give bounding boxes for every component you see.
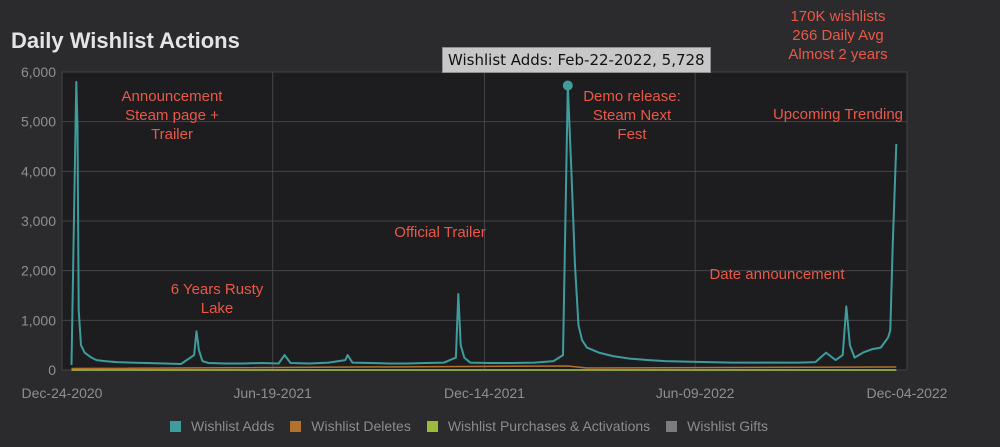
legend-label-purchases: Wishlist Purchases & Activations (447, 418, 651, 434)
legend-swatch-adds (170, 420, 181, 432)
annotation-demo-release: Demo release: Steam Next Fest (583, 88, 681, 143)
legend-label-adds: Wishlist Adds (191, 418, 275, 434)
legend-label-deletes: Wishlist Deletes (311, 418, 411, 434)
y-tick-label: 2,000 (21, 263, 56, 279)
y-tick-label: 5,000 (21, 114, 56, 130)
y-tick-label: 0 (48, 362, 56, 378)
legend-swatch-deletes (290, 420, 302, 432)
series-group (70, 80, 898, 371)
annotation-official-trailer: Official Trailer (394, 224, 486, 241)
series-line-adds (70, 80, 898, 366)
legend-swatch-purchases (426, 420, 438, 432)
legend-item-deletes[interactable]: Wishlist Deletes (290, 418, 411, 434)
legend-item-gifts[interactable]: Wishlist Gifts (666, 418, 768, 434)
legend-item-purchases[interactable]: Wishlist Purchases & Activations (426, 418, 651, 434)
annotation-upcoming-trending: Upcoming Trending (772, 106, 904, 123)
chart-title: Daily Wishlist Actions (11, 28, 240, 53)
x-axis: Dec-24-2020 Jun-19-2021 Dec-14-2021 Jun-09-… (22, 385, 948, 401)
x-tick-label: Dec-14-2021 (444, 385, 525, 401)
x-tick-label: Dec-04-2022 (867, 385, 948, 401)
annotation-rusty-lake: 6 Years Rusty Lake (170, 281, 264, 317)
x-tick-label: Jun-19-2021 (233, 385, 312, 401)
hover-marker (562, 80, 573, 91)
y-tick-label: 6,000 (21, 64, 56, 80)
y-tick-label: 3,000 (21, 213, 56, 229)
y-tick-label: 4,000 (21, 163, 56, 179)
legend: Wishlist Adds Wishlist Deletes Wishlist … (170, 418, 784, 434)
series-line-deletes (71, 365, 897, 370)
y-axis: 0 1,000 2,000 3,000 4,000 5,000 6,000 (21, 64, 56, 378)
y-tick-label: 1,000 (21, 312, 56, 328)
hover-tooltip: Wishlist Adds: Feb-22-2022, 5,728 (442, 47, 711, 73)
x-tick-label: Jun-09-2022 (656, 385, 735, 401)
annotation-summary: 170K wishlists 266 Daily Avg Almost 2 ye… (788, 8, 888, 63)
annotation-date-announcement: Date announcement (709, 266, 845, 283)
legend-item-adds[interactable]: Wishlist Adds (170, 418, 274, 434)
legend-label-gifts: Wishlist Gifts (687, 418, 769, 434)
x-tick-label: Dec-24-2020 (22, 385, 103, 401)
annotation-announcement: Announcement Steam page + Trailer (121, 88, 223, 143)
legend-swatch-gifts (666, 420, 678, 432)
